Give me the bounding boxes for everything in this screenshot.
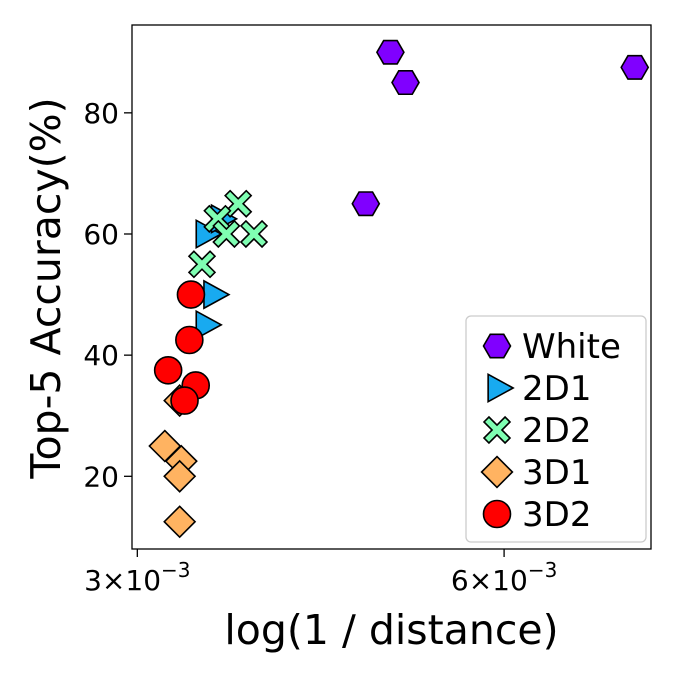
x-tick-label-pow-base: 10 <box>492 564 528 597</box>
y-tick-label: 20 <box>83 460 119 493</box>
x-tick-label: 3×10−3 <box>84 558 190 597</box>
x-tick-label-text: 3×10−3 <box>84 558 190 597</box>
point-3d2 <box>170 386 199 415</box>
point-3d2 <box>176 280 206 309</box>
legend-marker-2d1 <box>487 372 515 404</box>
point-white <box>391 70 420 96</box>
legend-item-white: White <box>482 327 621 367</box>
point-3d2 <box>153 355 183 385</box>
point-2d2 <box>212 219 241 249</box>
legend-label: White <box>522 327 621 367</box>
x-tick-label-pow-base: 10 <box>125 564 161 597</box>
point-white <box>620 54 650 80</box>
point-2d1 <box>203 279 231 310</box>
point-2d2 <box>187 250 217 279</box>
legend-marker-white <box>482 333 512 359</box>
legend-label: 2D1 <box>522 369 591 409</box>
y-tick-label: 60 <box>83 218 119 251</box>
point-3d2 <box>175 325 204 355</box>
legend-item-3d2: 3D2 <box>482 495 591 535</box>
x-tick-label-exp: −3 <box>161 558 190 582</box>
x-tick-label-base: 3 <box>84 564 102 597</box>
legend-item-3d1: 3D1 <box>480 453 591 493</box>
y-tick-label: 40 <box>83 339 119 372</box>
y-tick-label: 80 <box>83 97 119 130</box>
x-tick-label-text: 6×10−3 <box>451 558 557 597</box>
point-2d2 <box>239 219 269 249</box>
legend-marker-3d2 <box>482 499 512 529</box>
x-axis-label: log(1 / distance) <box>224 606 558 654</box>
data-points <box>148 39 650 539</box>
point-white <box>351 191 381 217</box>
series-2d2 <box>187 189 269 279</box>
point-white <box>375 39 405 65</box>
y-axis-label: Top-5 Accuracy(%) <box>22 97 70 479</box>
legend-item-2d1: 2D1 <box>487 369 591 409</box>
legend-marker-2d2 <box>482 415 512 445</box>
legend-label: 3D2 <box>522 495 591 535</box>
legend-label: 2D2 <box>522 411 591 451</box>
legend-label: 3D1 <box>522 453 591 493</box>
plot-area-frame <box>131 24 652 550</box>
legend-marker-3d1 <box>480 455 514 489</box>
x-tick-label-base: 6 <box>451 564 469 597</box>
point-2d1 <box>195 309 223 340</box>
point-2d2 <box>224 189 253 218</box>
x-tick-label: 6×10−3 <box>451 558 557 597</box>
x-tick-label-mult: × <box>102 564 125 597</box>
legend-item-2d2: 2D2 <box>482 411 591 451</box>
series-3d2 <box>153 280 211 415</box>
legend-box <box>465 315 647 543</box>
point-3d1 <box>163 505 197 539</box>
point-3d1 <box>148 429 182 463</box>
series-white <box>351 39 650 217</box>
x-tick-label-mult: × <box>469 564 492 597</box>
point-3d1 <box>163 459 197 493</box>
x-tick-label-exp: −3 <box>528 558 557 582</box>
